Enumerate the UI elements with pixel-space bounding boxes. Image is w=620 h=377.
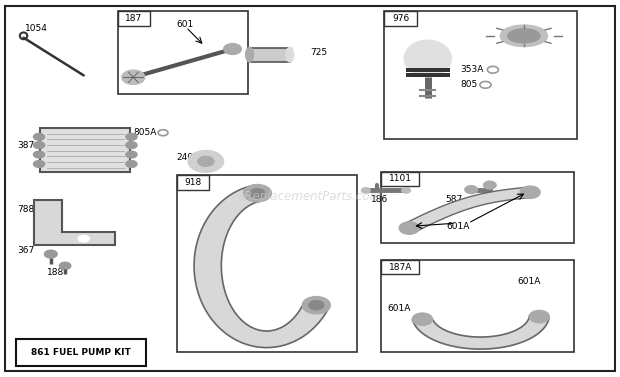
- Text: 240: 240: [177, 153, 193, 162]
- Bar: [177, 175, 356, 352]
- Text: 188: 188: [46, 268, 64, 277]
- Circle shape: [33, 161, 45, 167]
- Circle shape: [412, 313, 432, 325]
- Circle shape: [126, 151, 137, 158]
- Text: eReplacementParts.com: eReplacementParts.com: [238, 190, 382, 202]
- Circle shape: [309, 300, 324, 310]
- Circle shape: [402, 188, 410, 193]
- Polygon shape: [412, 316, 549, 349]
- Text: 186: 186: [371, 195, 388, 204]
- Bar: [118, 11, 248, 94]
- Circle shape: [33, 151, 45, 158]
- Ellipse shape: [286, 48, 294, 62]
- Text: 1101: 1101: [389, 174, 412, 183]
- Polygon shape: [34, 200, 115, 245]
- Text: 601: 601: [280, 328, 298, 337]
- Bar: [406, 68, 450, 72]
- Circle shape: [198, 156, 214, 166]
- Text: 367: 367: [17, 246, 35, 255]
- Text: 1054: 1054: [25, 24, 48, 33]
- Text: 587: 587: [445, 195, 463, 204]
- Bar: [381, 172, 574, 243]
- Text: 601A: 601A: [518, 277, 541, 287]
- Text: 918: 918: [184, 178, 202, 187]
- Ellipse shape: [404, 41, 451, 76]
- Text: 601A: 601A: [446, 222, 470, 231]
- Circle shape: [78, 235, 89, 242]
- Circle shape: [361, 188, 370, 193]
- Circle shape: [45, 250, 57, 258]
- Circle shape: [188, 151, 223, 172]
- Bar: [384, 11, 577, 139]
- Circle shape: [126, 161, 137, 167]
- Text: 976: 976: [392, 14, 409, 23]
- Circle shape: [244, 185, 271, 201]
- Circle shape: [126, 142, 137, 149]
- Text: 788: 788: [17, 205, 35, 214]
- Polygon shape: [249, 48, 290, 62]
- Text: 187: 187: [125, 14, 143, 23]
- Bar: [381, 260, 419, 274]
- Bar: [381, 260, 574, 352]
- Circle shape: [529, 311, 549, 323]
- Bar: [118, 11, 150, 26]
- Text: 601: 601: [177, 20, 194, 29]
- Polygon shape: [404, 187, 531, 232]
- Text: 805A: 805A: [133, 128, 157, 137]
- Polygon shape: [194, 185, 328, 348]
- Circle shape: [126, 133, 137, 140]
- Circle shape: [484, 181, 496, 189]
- Ellipse shape: [501, 26, 547, 46]
- Text: 601: 601: [216, 208, 233, 218]
- Circle shape: [250, 188, 265, 198]
- Circle shape: [33, 133, 45, 140]
- Text: 861 FUEL PUMP KIT: 861 FUEL PUMP KIT: [31, 348, 130, 357]
- Circle shape: [465, 186, 477, 193]
- Text: 353A: 353A: [460, 65, 484, 74]
- Text: 725: 725: [310, 48, 327, 57]
- Circle shape: [122, 70, 144, 84]
- Circle shape: [33, 142, 45, 149]
- Bar: [177, 175, 209, 190]
- Circle shape: [60, 262, 71, 269]
- Bar: [406, 73, 450, 77]
- Bar: [384, 11, 417, 26]
- Text: 387: 387: [17, 141, 35, 150]
- Circle shape: [224, 44, 241, 54]
- Text: 187A: 187A: [389, 263, 412, 272]
- Bar: [16, 339, 146, 366]
- Circle shape: [520, 186, 540, 198]
- Circle shape: [303, 297, 330, 313]
- Text: 805: 805: [460, 80, 477, 89]
- Circle shape: [399, 222, 419, 234]
- Bar: [40, 128, 130, 172]
- Text: 601A: 601A: [388, 304, 411, 313]
- Bar: [381, 172, 419, 186]
- Ellipse shape: [508, 29, 540, 43]
- Ellipse shape: [246, 48, 253, 62]
